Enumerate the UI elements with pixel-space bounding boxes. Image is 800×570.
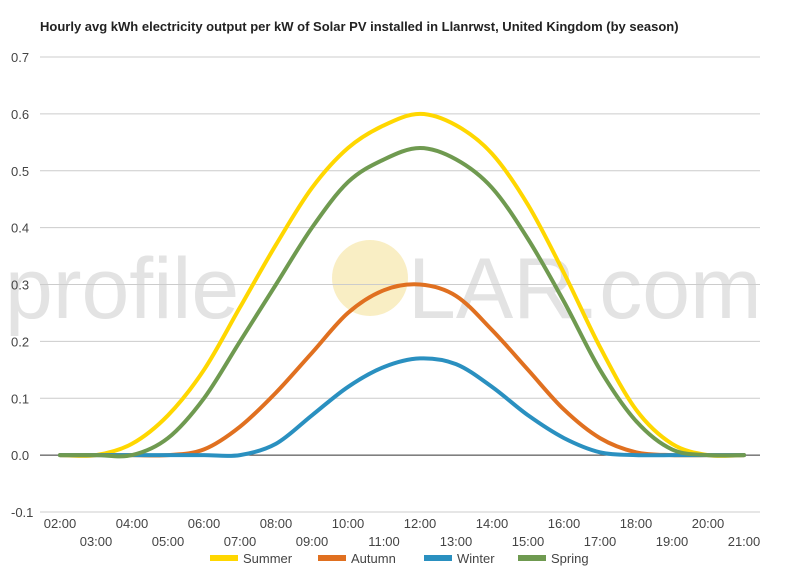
legend[interactable]: Summer Autumn Winter Spring: [0, 549, 800, 567]
legend-label: Spring: [551, 551, 589, 566]
chart-title: Hourly avg kWh electricity output per kW…: [40, 19, 679, 34]
series-lines: [58, 111, 746, 459]
x-tick-label: 20:00: [692, 516, 725, 531]
y-tick-label: 0.1: [11, 391, 29, 406]
y-tick-label: 0.3: [11, 278, 29, 293]
x-tick-label: 18:00: [620, 516, 653, 531]
x-tick-label: 08:00: [260, 516, 293, 531]
y-tick-label: 0.2: [11, 334, 29, 349]
x-axis-ticks: 02:00 04:00 06:00 08:00 10:00 12:00 14:00 16:00…: [44, 516, 761, 549]
legend-item-summer[interactable]: Summer: [210, 551, 293, 566]
legend-label: Autumn: [351, 551, 396, 566]
x-tick-label: 11:00: [368, 534, 400, 549]
y-tick-label: 0.0: [11, 448, 29, 463]
x-tick-label: 05:00: [152, 534, 185, 549]
legend-item-autumn[interactable]: Autumn: [318, 551, 396, 566]
x-tick-label: 19:00: [656, 534, 689, 549]
x-tick-label: 10:00: [332, 516, 365, 531]
x-tick-label: 09:00: [296, 534, 329, 549]
y-axis-ticks: -0.1 0.0 0.1 0.2 0.3 0.4 0.5 0.6 0.7: [11, 50, 33, 520]
series-line-summer: [58, 111, 746, 458]
x-tick-label: 14:00: [476, 516, 509, 531]
series-line-spring: [58, 146, 746, 459]
x-tick-label: 12:00: [404, 516, 437, 531]
legend-label: Summer: [243, 551, 293, 566]
legend-swatch: [518, 555, 546, 561]
x-tick-label: 07:00: [224, 534, 257, 549]
x-tick-label: 15:00: [512, 534, 545, 549]
y-tick-label: 0.7: [11, 50, 29, 65]
x-tick-label: 06:00: [188, 516, 221, 531]
legend-swatch: [318, 555, 346, 561]
legend-label: Winter: [457, 551, 495, 566]
series-line-autumn: [58, 282, 746, 458]
legend-swatch: [424, 555, 452, 561]
x-tick-label: 04:00: [116, 516, 149, 531]
x-tick-label: 03:00: [80, 534, 113, 549]
x-tick-label: 17:00: [584, 534, 617, 549]
series-line-winter: [58, 356, 746, 458]
y-tick-label: 0.5: [11, 164, 29, 179]
y-tick-label: 0.4: [11, 221, 29, 236]
legend-item-spring[interactable]: Spring: [518, 551, 589, 566]
legend-swatch: [210, 555, 238, 561]
x-tick-label: 16:00: [548, 516, 581, 531]
x-tick-label: 21:00: [728, 534, 761, 549]
legend-item-winter[interactable]: Winter: [424, 551, 495, 566]
x-tick-label: 02:00: [44, 516, 77, 531]
y-tick-label: 0.6: [11, 107, 29, 122]
y-tick-label: -0.1: [11, 505, 33, 520]
x-tick-label: 13:00: [440, 534, 473, 549]
